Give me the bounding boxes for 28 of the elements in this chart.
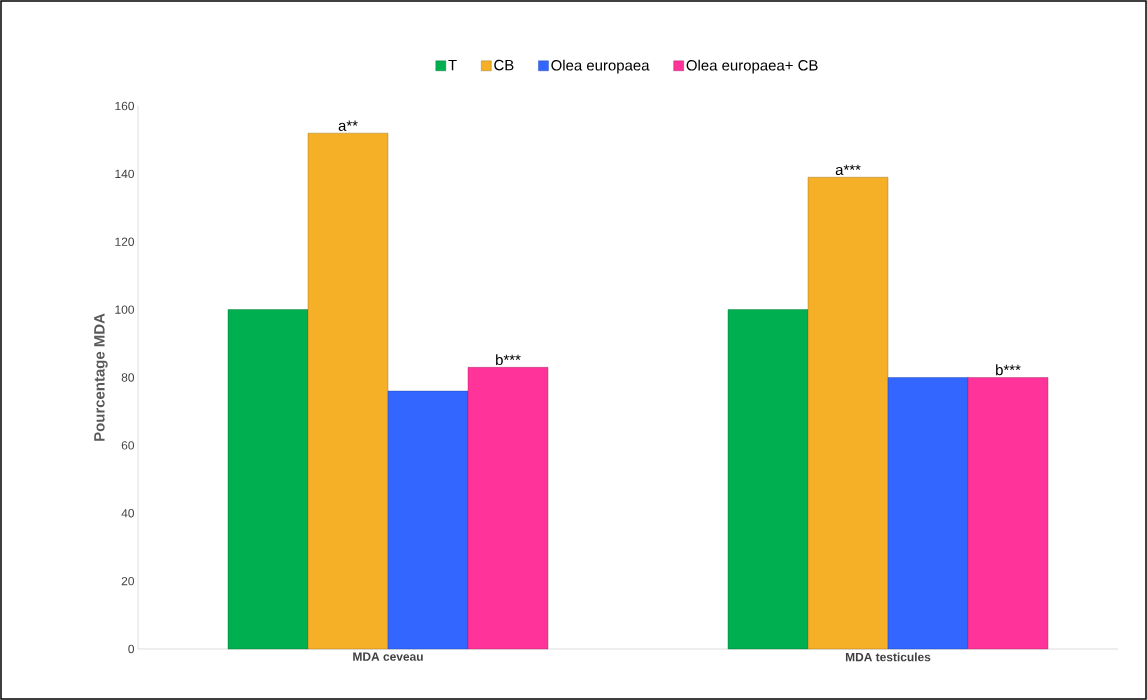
bar bbox=[227, 309, 309, 650]
bar bbox=[387, 390, 469, 650]
y-tick-label: 0 bbox=[128, 644, 135, 654]
bar bbox=[807, 177, 889, 650]
annotation: b*** bbox=[996, 364, 1021, 376]
legend-label: Olea europaea bbox=[551, 59, 650, 74]
y-tick-label: 100 bbox=[115, 305, 135, 314]
annotation: a*** bbox=[835, 164, 861, 176]
y-tick-label: 160 bbox=[115, 101, 135, 111]
x-tick-label: MDA ceveau bbox=[353, 652, 423, 661]
x-tick-label: MDA testicules bbox=[845, 652, 931, 662]
y-tick-label: 20 bbox=[121, 576, 135, 586]
y-tick-label: 80 bbox=[121, 373, 135, 382]
y-tick-label: 120 bbox=[115, 237, 135, 246]
bar bbox=[467, 367, 549, 650]
y-axis-title: Pourcentage MDA bbox=[94, 313, 108, 441]
legend-label: Olea europaea+ CB bbox=[686, 59, 818, 74]
y-tick-label: 40 bbox=[121, 509, 135, 518]
y-tick-label: 60 bbox=[121, 441, 135, 450]
legend-label: CB bbox=[494, 59, 514, 71]
bar bbox=[727, 309, 809, 650]
bar bbox=[887, 377, 969, 650]
annotation: b*** bbox=[496, 354, 521, 366]
bar bbox=[967, 377, 1049, 650]
annotation: a** bbox=[338, 120, 358, 131]
bar bbox=[307, 132, 389, 650]
legend-label: T bbox=[448, 59, 457, 71]
y-tick-label: 140 bbox=[115, 169, 135, 179]
